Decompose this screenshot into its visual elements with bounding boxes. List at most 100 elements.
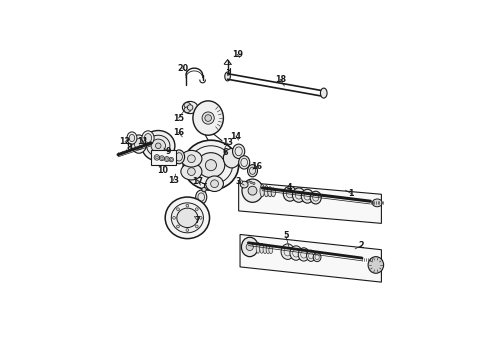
Ellipse shape <box>184 107 191 112</box>
Ellipse shape <box>177 208 198 228</box>
Text: 16: 16 <box>251 162 262 171</box>
Circle shape <box>253 183 255 185</box>
Text: 9: 9 <box>165 147 171 156</box>
Circle shape <box>166 158 168 160</box>
Ellipse shape <box>127 132 137 144</box>
Ellipse shape <box>283 186 296 201</box>
Circle shape <box>176 208 179 211</box>
Text: 20: 20 <box>177 64 188 73</box>
Ellipse shape <box>131 135 147 153</box>
Ellipse shape <box>206 176 223 192</box>
Ellipse shape <box>298 248 309 261</box>
Ellipse shape <box>142 131 175 161</box>
Ellipse shape <box>301 189 314 203</box>
Circle shape <box>187 105 193 110</box>
Circle shape <box>199 216 202 219</box>
Circle shape <box>250 181 252 184</box>
Ellipse shape <box>193 101 223 135</box>
Ellipse shape <box>239 156 250 169</box>
Text: 19: 19 <box>232 50 243 59</box>
Text: 18: 18 <box>275 75 286 84</box>
Text: 15: 15 <box>173 113 184 122</box>
Circle shape <box>202 112 214 124</box>
Ellipse shape <box>290 246 302 260</box>
Ellipse shape <box>129 134 135 141</box>
Ellipse shape <box>271 188 275 197</box>
Ellipse shape <box>183 140 239 190</box>
Circle shape <box>247 180 249 183</box>
Ellipse shape <box>196 190 207 204</box>
Text: 5: 5 <box>283 231 289 240</box>
Text: 2: 2 <box>359 241 364 250</box>
Circle shape <box>186 229 189 231</box>
Ellipse shape <box>182 102 198 114</box>
Ellipse shape <box>242 179 263 202</box>
Circle shape <box>159 156 164 161</box>
Ellipse shape <box>260 243 264 253</box>
Text: 12: 12 <box>120 137 130 146</box>
Ellipse shape <box>372 199 382 207</box>
Ellipse shape <box>197 153 225 177</box>
Ellipse shape <box>223 149 240 168</box>
Polygon shape <box>240 234 381 282</box>
Ellipse shape <box>233 144 245 158</box>
Ellipse shape <box>240 181 248 188</box>
Ellipse shape <box>247 165 258 177</box>
Ellipse shape <box>165 197 210 239</box>
Ellipse shape <box>242 237 258 257</box>
Circle shape <box>202 187 206 192</box>
Ellipse shape <box>293 188 305 202</box>
Ellipse shape <box>269 246 273 253</box>
Ellipse shape <box>181 163 202 180</box>
Bar <box>151 150 176 165</box>
Ellipse shape <box>320 88 327 98</box>
Text: 6: 6 <box>223 148 228 157</box>
Ellipse shape <box>184 103 191 108</box>
Ellipse shape <box>134 139 143 150</box>
Ellipse shape <box>313 253 321 262</box>
Circle shape <box>164 157 170 162</box>
Circle shape <box>154 155 160 160</box>
Ellipse shape <box>151 139 166 152</box>
Text: 8: 8 <box>126 143 132 152</box>
Circle shape <box>186 204 189 207</box>
Ellipse shape <box>263 244 267 253</box>
Circle shape <box>169 157 173 162</box>
Ellipse shape <box>268 187 272 197</box>
Circle shape <box>188 155 196 163</box>
Text: 10: 10 <box>157 166 169 175</box>
Ellipse shape <box>181 150 202 167</box>
Ellipse shape <box>307 250 316 261</box>
Text: 11: 11 <box>138 137 148 146</box>
Ellipse shape <box>225 72 230 81</box>
Ellipse shape <box>368 257 384 273</box>
Circle shape <box>205 159 217 171</box>
Circle shape <box>172 216 175 219</box>
Circle shape <box>176 225 179 228</box>
Text: 13: 13 <box>168 176 179 185</box>
Ellipse shape <box>172 203 203 233</box>
Text: 13: 13 <box>222 139 233 148</box>
Ellipse shape <box>310 191 321 204</box>
Circle shape <box>211 180 219 188</box>
Ellipse shape <box>142 131 154 145</box>
Circle shape <box>205 115 212 121</box>
Ellipse shape <box>256 242 260 253</box>
Circle shape <box>196 208 198 211</box>
Circle shape <box>170 158 172 161</box>
Text: 14: 14 <box>230 131 242 140</box>
Text: 7: 7 <box>195 216 200 225</box>
Circle shape <box>155 156 158 159</box>
Ellipse shape <box>260 185 265 197</box>
Text: 16: 16 <box>173 128 184 137</box>
Circle shape <box>155 143 161 149</box>
Text: 17: 17 <box>193 177 203 186</box>
Ellipse shape <box>266 245 270 253</box>
Ellipse shape <box>264 186 269 197</box>
Polygon shape <box>239 182 381 223</box>
Text: 3: 3 <box>236 177 242 186</box>
Ellipse shape <box>145 134 151 143</box>
Circle shape <box>161 157 163 159</box>
Circle shape <box>246 243 253 251</box>
Circle shape <box>188 168 196 175</box>
